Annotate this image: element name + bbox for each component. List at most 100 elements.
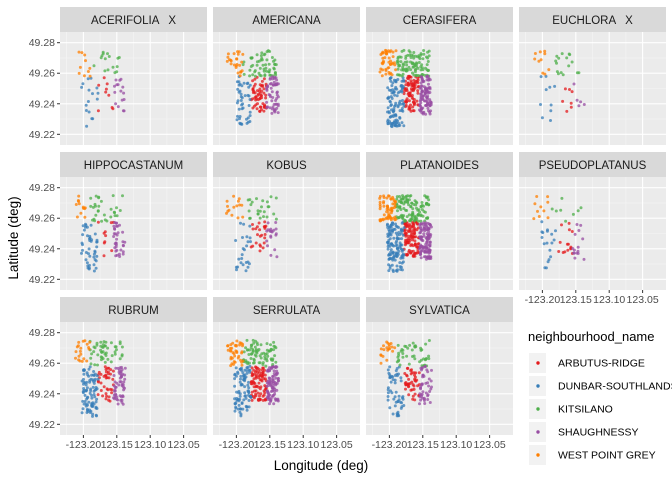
data-point	[381, 56, 385, 60]
data-point	[381, 50, 385, 54]
data-point	[258, 216, 262, 220]
data-point	[246, 383, 250, 387]
data-point	[388, 266, 392, 270]
data-point	[398, 99, 402, 103]
data-point	[276, 104, 280, 108]
data-point	[406, 238, 410, 242]
data-point	[412, 387, 416, 391]
data-point	[93, 249, 97, 253]
data-point	[239, 374, 243, 378]
data-point	[411, 249, 415, 253]
data-point	[229, 59, 233, 63]
data-point	[109, 207, 113, 211]
data-point	[240, 402, 244, 405]
data-point	[389, 49, 393, 53]
data-point	[234, 349, 238, 353]
data-point	[394, 390, 398, 394]
data-point	[86, 77, 90, 81]
data-point	[122, 98, 126, 101]
data-point	[413, 242, 417, 246]
data-point	[386, 96, 390, 100]
data-point	[387, 269, 391, 273]
data-point	[390, 257, 394, 261]
data-point	[399, 376, 403, 380]
data-point	[557, 250, 561, 253]
data-point	[226, 52, 230, 56]
data-point	[245, 117, 248, 121]
data-point	[394, 369, 398, 373]
data-point	[566, 248, 570, 252]
data-point	[235, 339, 239, 343]
data-point	[408, 227, 412, 231]
data-point	[416, 91, 420, 95]
data-point	[112, 374, 116, 377]
data-point	[418, 108, 421, 112]
data-point	[235, 118, 239, 122]
data-point	[581, 237, 585, 241]
data-point	[255, 369, 259, 373]
data-point	[560, 52, 564, 56]
y-tick-label: 49.28	[29, 182, 55, 194]
data-point	[248, 216, 252, 220]
data-point	[239, 95, 243, 99]
data-point	[422, 399, 426, 402]
data-point	[118, 209, 122, 212]
data-point	[571, 212, 575, 216]
data-point	[419, 84, 423, 88]
data-point	[107, 376, 111, 380]
data-point	[270, 99, 274, 103]
data-point	[428, 390, 432, 393]
data-point	[399, 406, 403, 410]
data-point	[425, 55, 428, 59]
data-point	[81, 224, 85, 228]
data-point	[258, 105, 262, 109]
data-point	[114, 254, 118, 258]
data-point	[272, 59, 275, 63]
data-point	[245, 244, 249, 248]
data-point	[233, 384, 237, 388]
data-point	[389, 206, 393, 210]
data-point	[242, 350, 246, 354]
data-point	[272, 212, 276, 216]
data-point	[239, 377, 242, 381]
data-point	[115, 214, 119, 218]
data-point	[415, 99, 419, 103]
facet-label: KOBUS	[266, 160, 307, 172]
x-tick-label: -123.20	[219, 439, 255, 451]
data-point	[94, 386, 98, 389]
data-point	[116, 105, 120, 109]
data-point	[103, 57, 107, 61]
data-point	[386, 222, 389, 226]
data-point	[560, 223, 563, 227]
data-point	[273, 392, 277, 396]
data-point	[235, 268, 238, 272]
data-point	[273, 71, 277, 74]
data-point	[267, 205, 271, 209]
data-point	[425, 368, 429, 372]
data-point	[408, 343, 412, 347]
data-point	[422, 210, 426, 213]
data-point	[238, 115, 242, 118]
data-point	[419, 366, 423, 370]
data-point	[93, 258, 97, 262]
x-tick-label: 123.15	[101, 439, 133, 451]
data-point	[255, 107, 259, 111]
data-point	[232, 52, 236, 56]
data-point	[270, 386, 274, 390]
data-point	[102, 385, 106, 389]
data-point	[117, 252, 121, 256]
data-point	[251, 338, 255, 342]
data-point	[262, 87, 266, 91]
data-point	[91, 385, 95, 389]
data-point	[248, 83, 252, 87]
data-point	[232, 352, 236, 356]
data-point	[404, 238, 408, 242]
data-point	[116, 402, 120, 406]
data-point	[86, 234, 89, 238]
data-point	[97, 204, 101, 208]
data-point	[246, 120, 250, 124]
data-point	[265, 69, 268, 73]
data-point	[409, 369, 413, 372]
data-point	[405, 374, 409, 378]
data-point	[241, 236, 244, 239]
